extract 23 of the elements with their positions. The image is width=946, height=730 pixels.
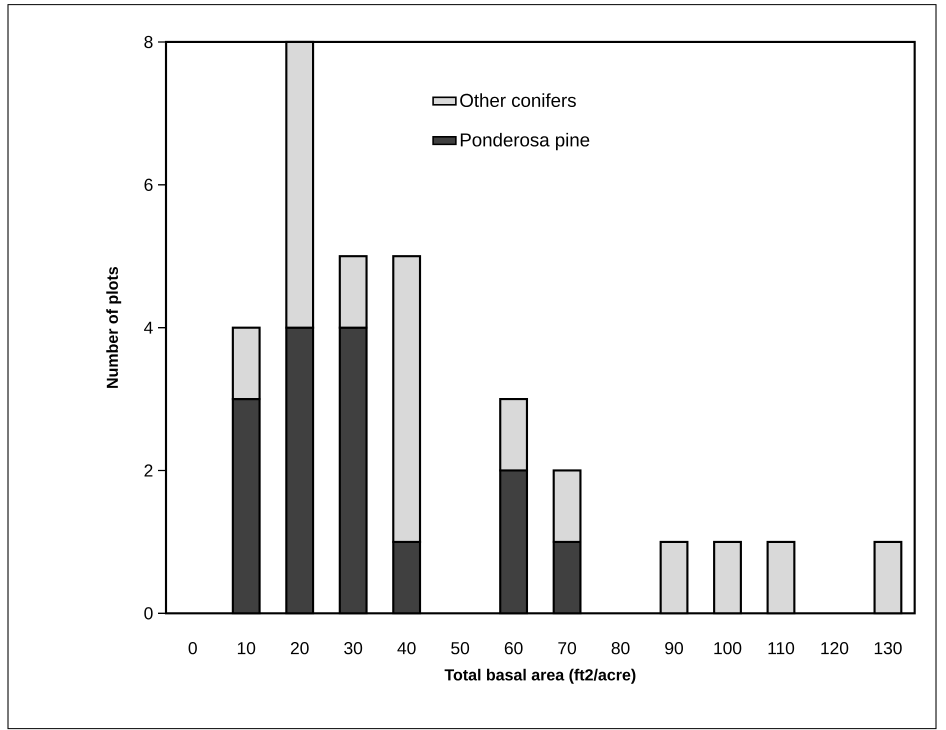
x-tick-label: 60 [504,642,523,654]
y-tick-label: 2 [144,464,152,477]
x-tick-label: 80 [612,642,630,654]
legend-label: Ponderosa pine [460,132,590,150]
x-tick-label: 90 [665,642,683,654]
x-tick-label: 110 [768,642,794,654]
y-tick-label: 0 [144,607,153,620]
x-tick-label: 10 [238,642,256,654]
x-tick-label: 40 [397,642,416,654]
y-tick-label: 8 [144,36,153,48]
x-tick-label: 130 [874,642,902,654]
x-axis-title: Total basal area (ft2/acre) [444,668,636,684]
legend-label: Other conifers [460,93,576,108]
x-tick-label: 20 [290,642,309,654]
x-tick-label: 30 [344,642,362,654]
x-tick-label: 0 [188,642,197,654]
y-axis-title: Number of plots [106,266,122,388]
y-tick-label: 4 [144,322,153,334]
x-tick-label: 100 [714,642,742,654]
x-tick-label: 70 [558,642,576,654]
x-tick-label: 50 [451,642,470,654]
x-tick-label: 120 [821,642,848,654]
y-tick-label: 6 [144,178,153,191]
